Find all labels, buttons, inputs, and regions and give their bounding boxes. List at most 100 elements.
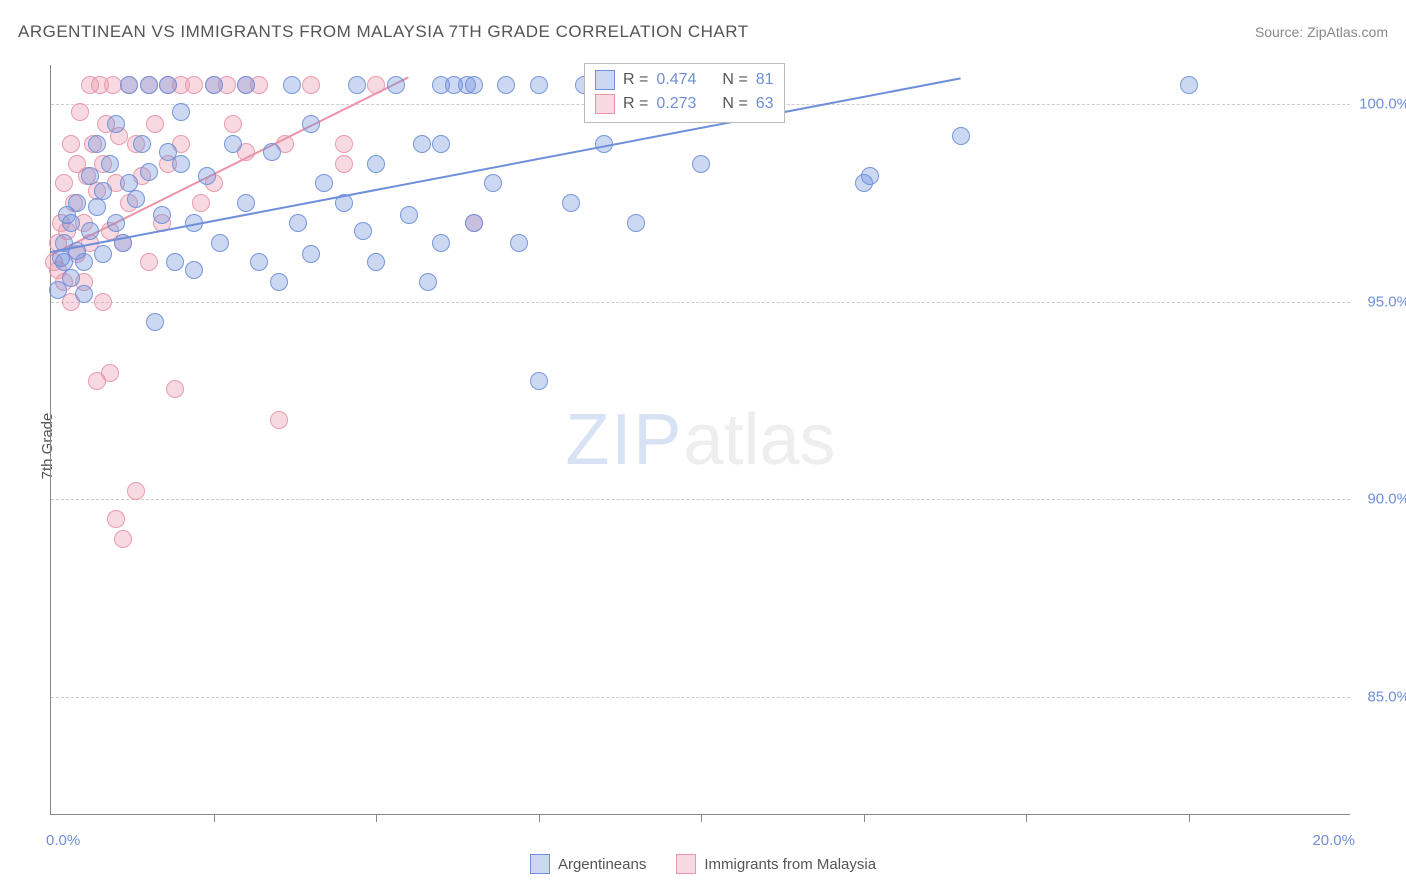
- scatter-point: [263, 143, 281, 161]
- scatter-point: [120, 76, 138, 94]
- legend-item-a: Argentineans: [530, 854, 646, 874]
- scatter-point: [497, 76, 515, 94]
- scatter-point: [419, 273, 437, 291]
- watermark-zip: ZIP: [565, 400, 683, 480]
- scatter-point: [68, 194, 86, 212]
- scatter-point: [62, 135, 80, 153]
- scatter-point: [289, 214, 307, 232]
- legend-swatch-a: [530, 854, 550, 874]
- scatter-point: [270, 273, 288, 291]
- source-label: Source: ZipAtlas.com: [1255, 24, 1388, 40]
- plot-area: ZIPatlas 0.0% 20.0% 85.0%90.0%95.0%100.0…: [50, 65, 1350, 815]
- scatter-point: [283, 76, 301, 94]
- scatter-point: [198, 167, 216, 185]
- scatter-point: [159, 76, 177, 94]
- scatter-point: [562, 194, 580, 212]
- scatter-point: [101, 364, 119, 382]
- gridline: [51, 499, 1350, 500]
- stats-box: R =0.474N =81R =0.273N =63: [584, 63, 785, 123]
- scatter-point: [127, 190, 145, 208]
- scatter-point: [88, 198, 106, 216]
- scatter-point: [185, 76, 203, 94]
- scatter-point: [71, 103, 89, 121]
- scatter-point: [1180, 76, 1198, 94]
- x-tick: [539, 814, 540, 822]
- scatter-point: [367, 253, 385, 271]
- scatter-point: [335, 135, 353, 153]
- scatter-point: [367, 155, 385, 173]
- scatter-point: [75, 285, 93, 303]
- scatter-point: [114, 530, 132, 548]
- x-tick: [214, 814, 215, 822]
- watermark-atlas: atlas: [683, 400, 835, 480]
- scatter-point: [692, 155, 710, 173]
- scatter-point: [81, 167, 99, 185]
- scatter-point: [192, 194, 210, 212]
- scatter-point: [302, 115, 320, 133]
- y-tick-label: 85.0%: [1367, 688, 1406, 705]
- scatter-point: [205, 76, 223, 94]
- gridline: [51, 302, 1350, 303]
- scatter-point: [127, 482, 145, 500]
- scatter-point: [484, 174, 502, 192]
- scatter-point: [185, 261, 203, 279]
- scatter-point: [146, 313, 164, 331]
- scatter-point: [172, 103, 190, 121]
- x-tick: [1026, 814, 1027, 822]
- x-axis-min-label: 0.0%: [46, 832, 80, 849]
- x-tick: [701, 814, 702, 822]
- scatter-point: [530, 372, 548, 390]
- stats-n-label: N =: [722, 68, 747, 92]
- scatter-point: [237, 76, 255, 94]
- scatter-point: [224, 135, 242, 153]
- scatter-point: [62, 214, 80, 232]
- x-tick: [376, 814, 377, 822]
- chart-container: ARGENTINEAN VS IMMIGRANTS FROM MALAYSIA …: [0, 0, 1406, 892]
- scatter-point: [211, 234, 229, 252]
- x-tick: [864, 814, 865, 822]
- scatter-point: [432, 135, 450, 153]
- stats-r-label: R =: [623, 92, 648, 116]
- scatter-point: [81, 222, 99, 240]
- stats-row: R =0.273N =63: [595, 92, 774, 116]
- x-axis-max-label: 20.0%: [1312, 832, 1355, 849]
- stats-r-value: 0.273: [656, 92, 696, 116]
- scatter-point: [465, 76, 483, 94]
- scatter-point: [107, 214, 125, 232]
- bottom-legend: Argentineans Immigrants from Malaysia: [0, 854, 1406, 874]
- scatter-point: [387, 76, 405, 94]
- scatter-point: [94, 182, 112, 200]
- scatter-point: [133, 135, 151, 153]
- scatter-point: [250, 253, 268, 271]
- scatter-point: [140, 76, 158, 94]
- scatter-point: [107, 115, 125, 133]
- scatter-point: [413, 135, 431, 153]
- scatter-point: [237, 194, 255, 212]
- scatter-point: [140, 253, 158, 271]
- scatter-point: [302, 76, 320, 94]
- scatter-point: [335, 155, 353, 173]
- stats-n-label: N =: [722, 92, 747, 116]
- scatter-point: [153, 206, 171, 224]
- scatter-point: [302, 245, 320, 263]
- scatter-point: [94, 245, 112, 263]
- legend-label-b: Immigrants from Malaysia: [704, 856, 876, 873]
- legend-swatch-b: [676, 854, 696, 874]
- y-tick-label: 95.0%: [1367, 293, 1406, 310]
- scatter-point: [270, 411, 288, 429]
- scatter-point: [166, 380, 184, 398]
- scatter-point: [952, 127, 970, 145]
- stats-r-label: R =: [623, 68, 648, 92]
- scatter-point: [400, 206, 418, 224]
- scatter-point: [224, 115, 242, 133]
- scatter-point: [140, 163, 158, 181]
- scatter-point: [510, 234, 528, 252]
- scatter-point: [75, 253, 93, 271]
- stats-n-value: 81: [756, 68, 774, 92]
- y-tick-label: 90.0%: [1367, 491, 1406, 508]
- scatter-point: [315, 174, 333, 192]
- scatter-point: [530, 76, 548, 94]
- scatter-point: [465, 214, 483, 232]
- legend-item-b: Immigrants from Malaysia: [676, 854, 876, 874]
- scatter-point: [101, 155, 119, 173]
